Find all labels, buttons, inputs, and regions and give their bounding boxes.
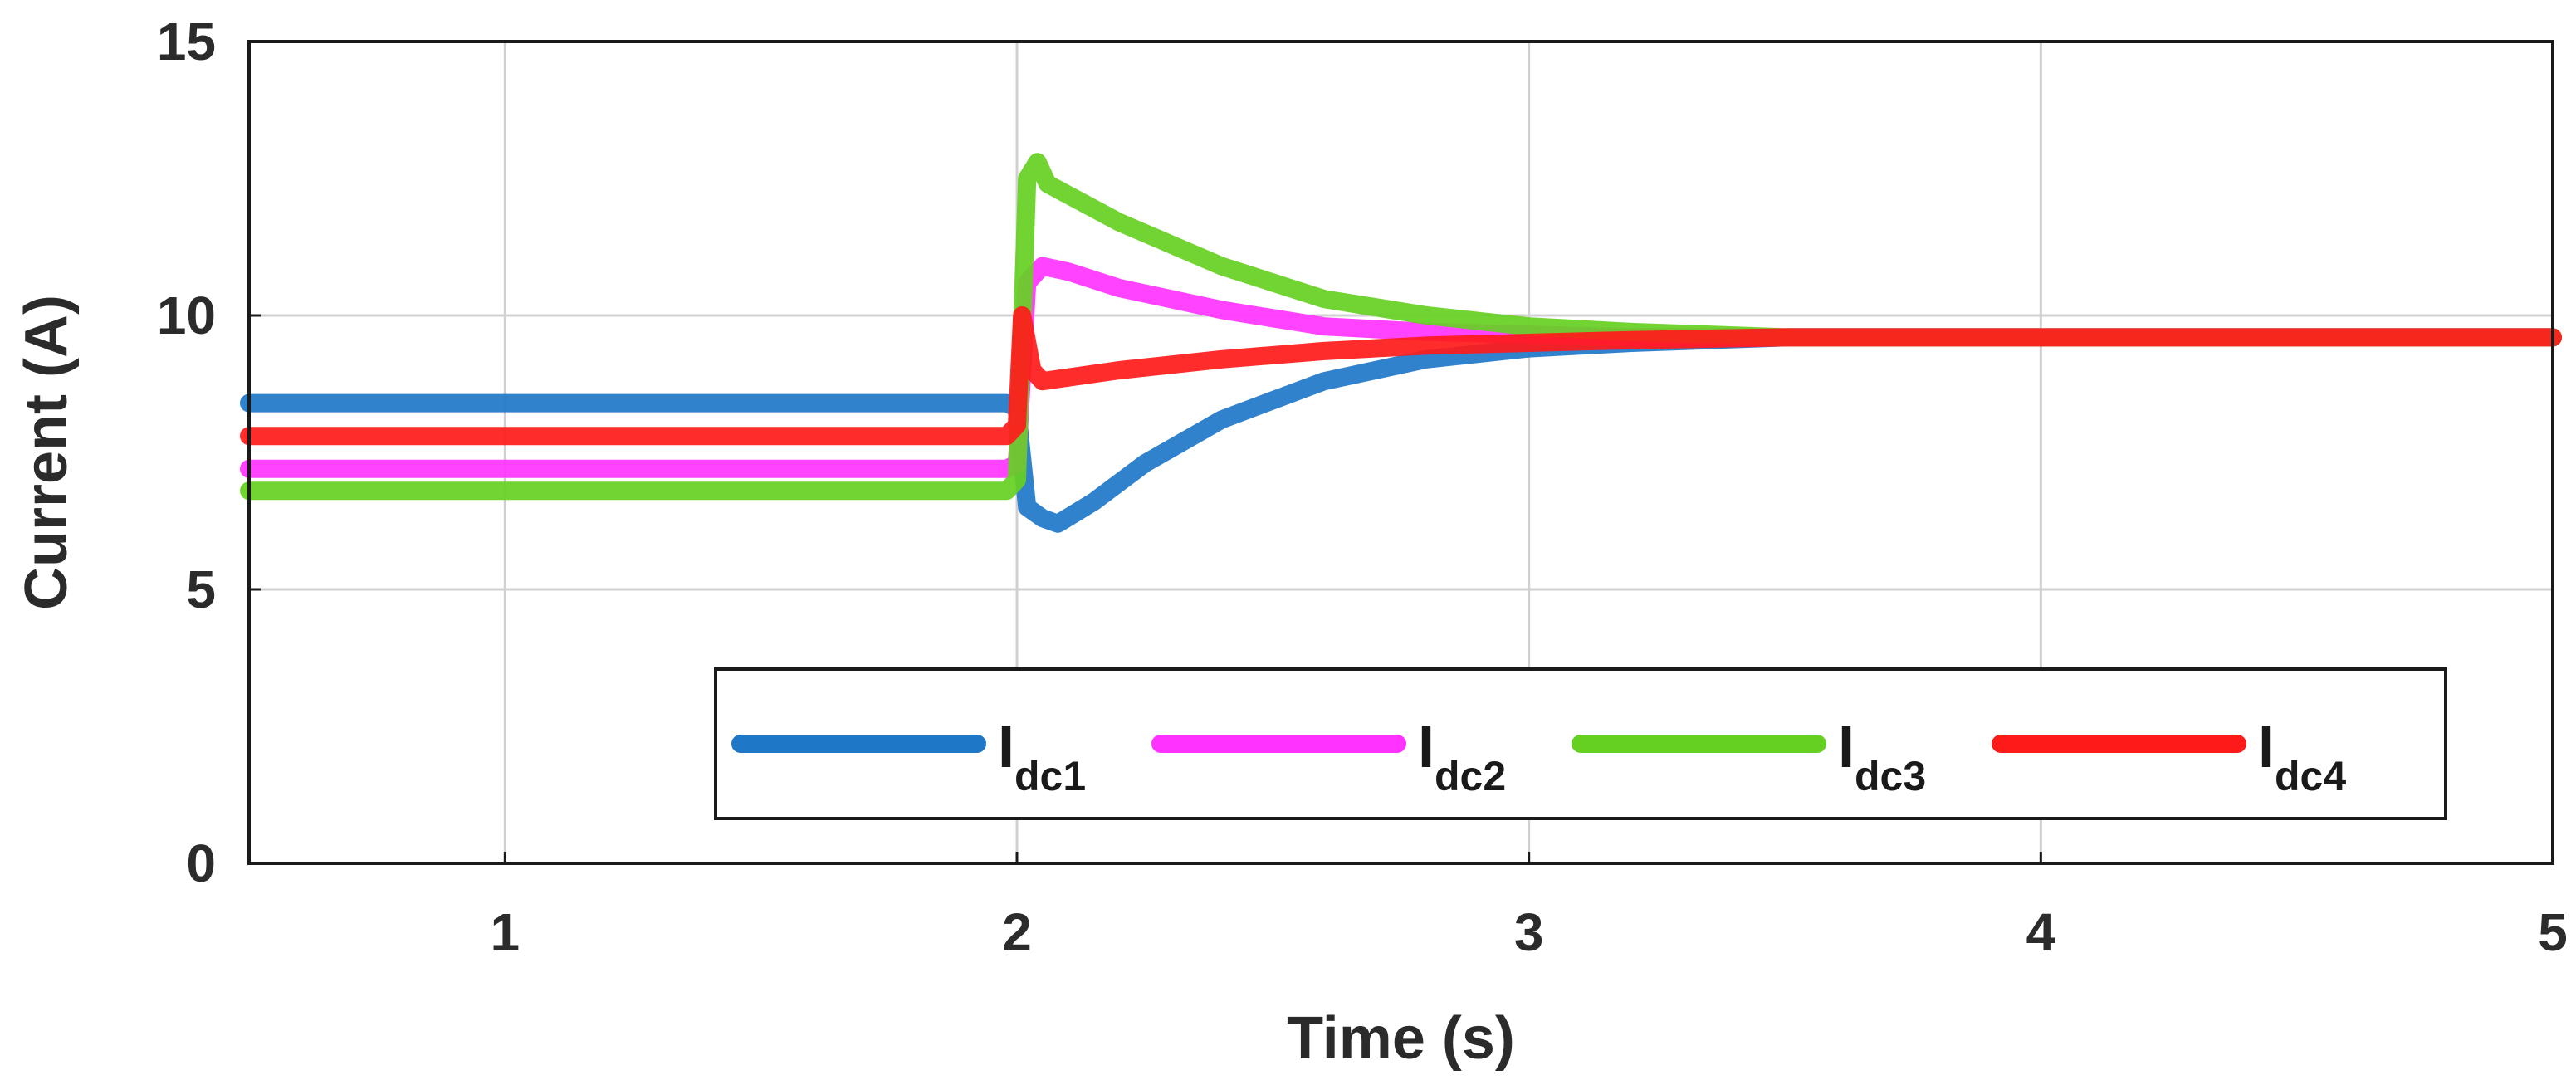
plot-frame — [247, 40, 2554, 865]
legend-subscript-dc2: dc2 — [1435, 753, 1506, 799]
legend-subscript-dc1: dc1 — [1014, 753, 1086, 799]
series-layer — [240, 153, 2562, 533]
y-axis-label: Current (A) — [13, 295, 80, 610]
y-axis-ticks: 0 5 10 15 — [157, 12, 261, 893]
y-tick-label: 10 — [157, 286, 216, 345]
x-axis-ticks: 1 2 3 4 5 — [491, 852, 2568, 962]
x-tick-label: 1 — [491, 902, 521, 962]
x-axis-label: Time (s) — [1287, 1005, 1515, 1072]
legend-subscript-dc4: dc4 — [2275, 753, 2346, 799]
legend: Idc1 Idc2 Idc3 Idc4 — [714, 667, 2447, 820]
y-tick-label: 0 — [186, 833, 216, 893]
x-tick-label: 4 — [2026, 902, 2056, 962]
x-tick-label: 3 — [1514, 902, 1544, 962]
x-tick-label: 5 — [2538, 902, 2568, 962]
series-line-dc4 — [240, 306, 2562, 446]
x-tick-label: 2 — [1002, 902, 1032, 962]
y-tick-label: 5 — [186, 560, 216, 619]
legend-subscript-dc3: dc3 — [1855, 753, 1926, 799]
y-tick-label: 15 — [157, 12, 216, 71]
